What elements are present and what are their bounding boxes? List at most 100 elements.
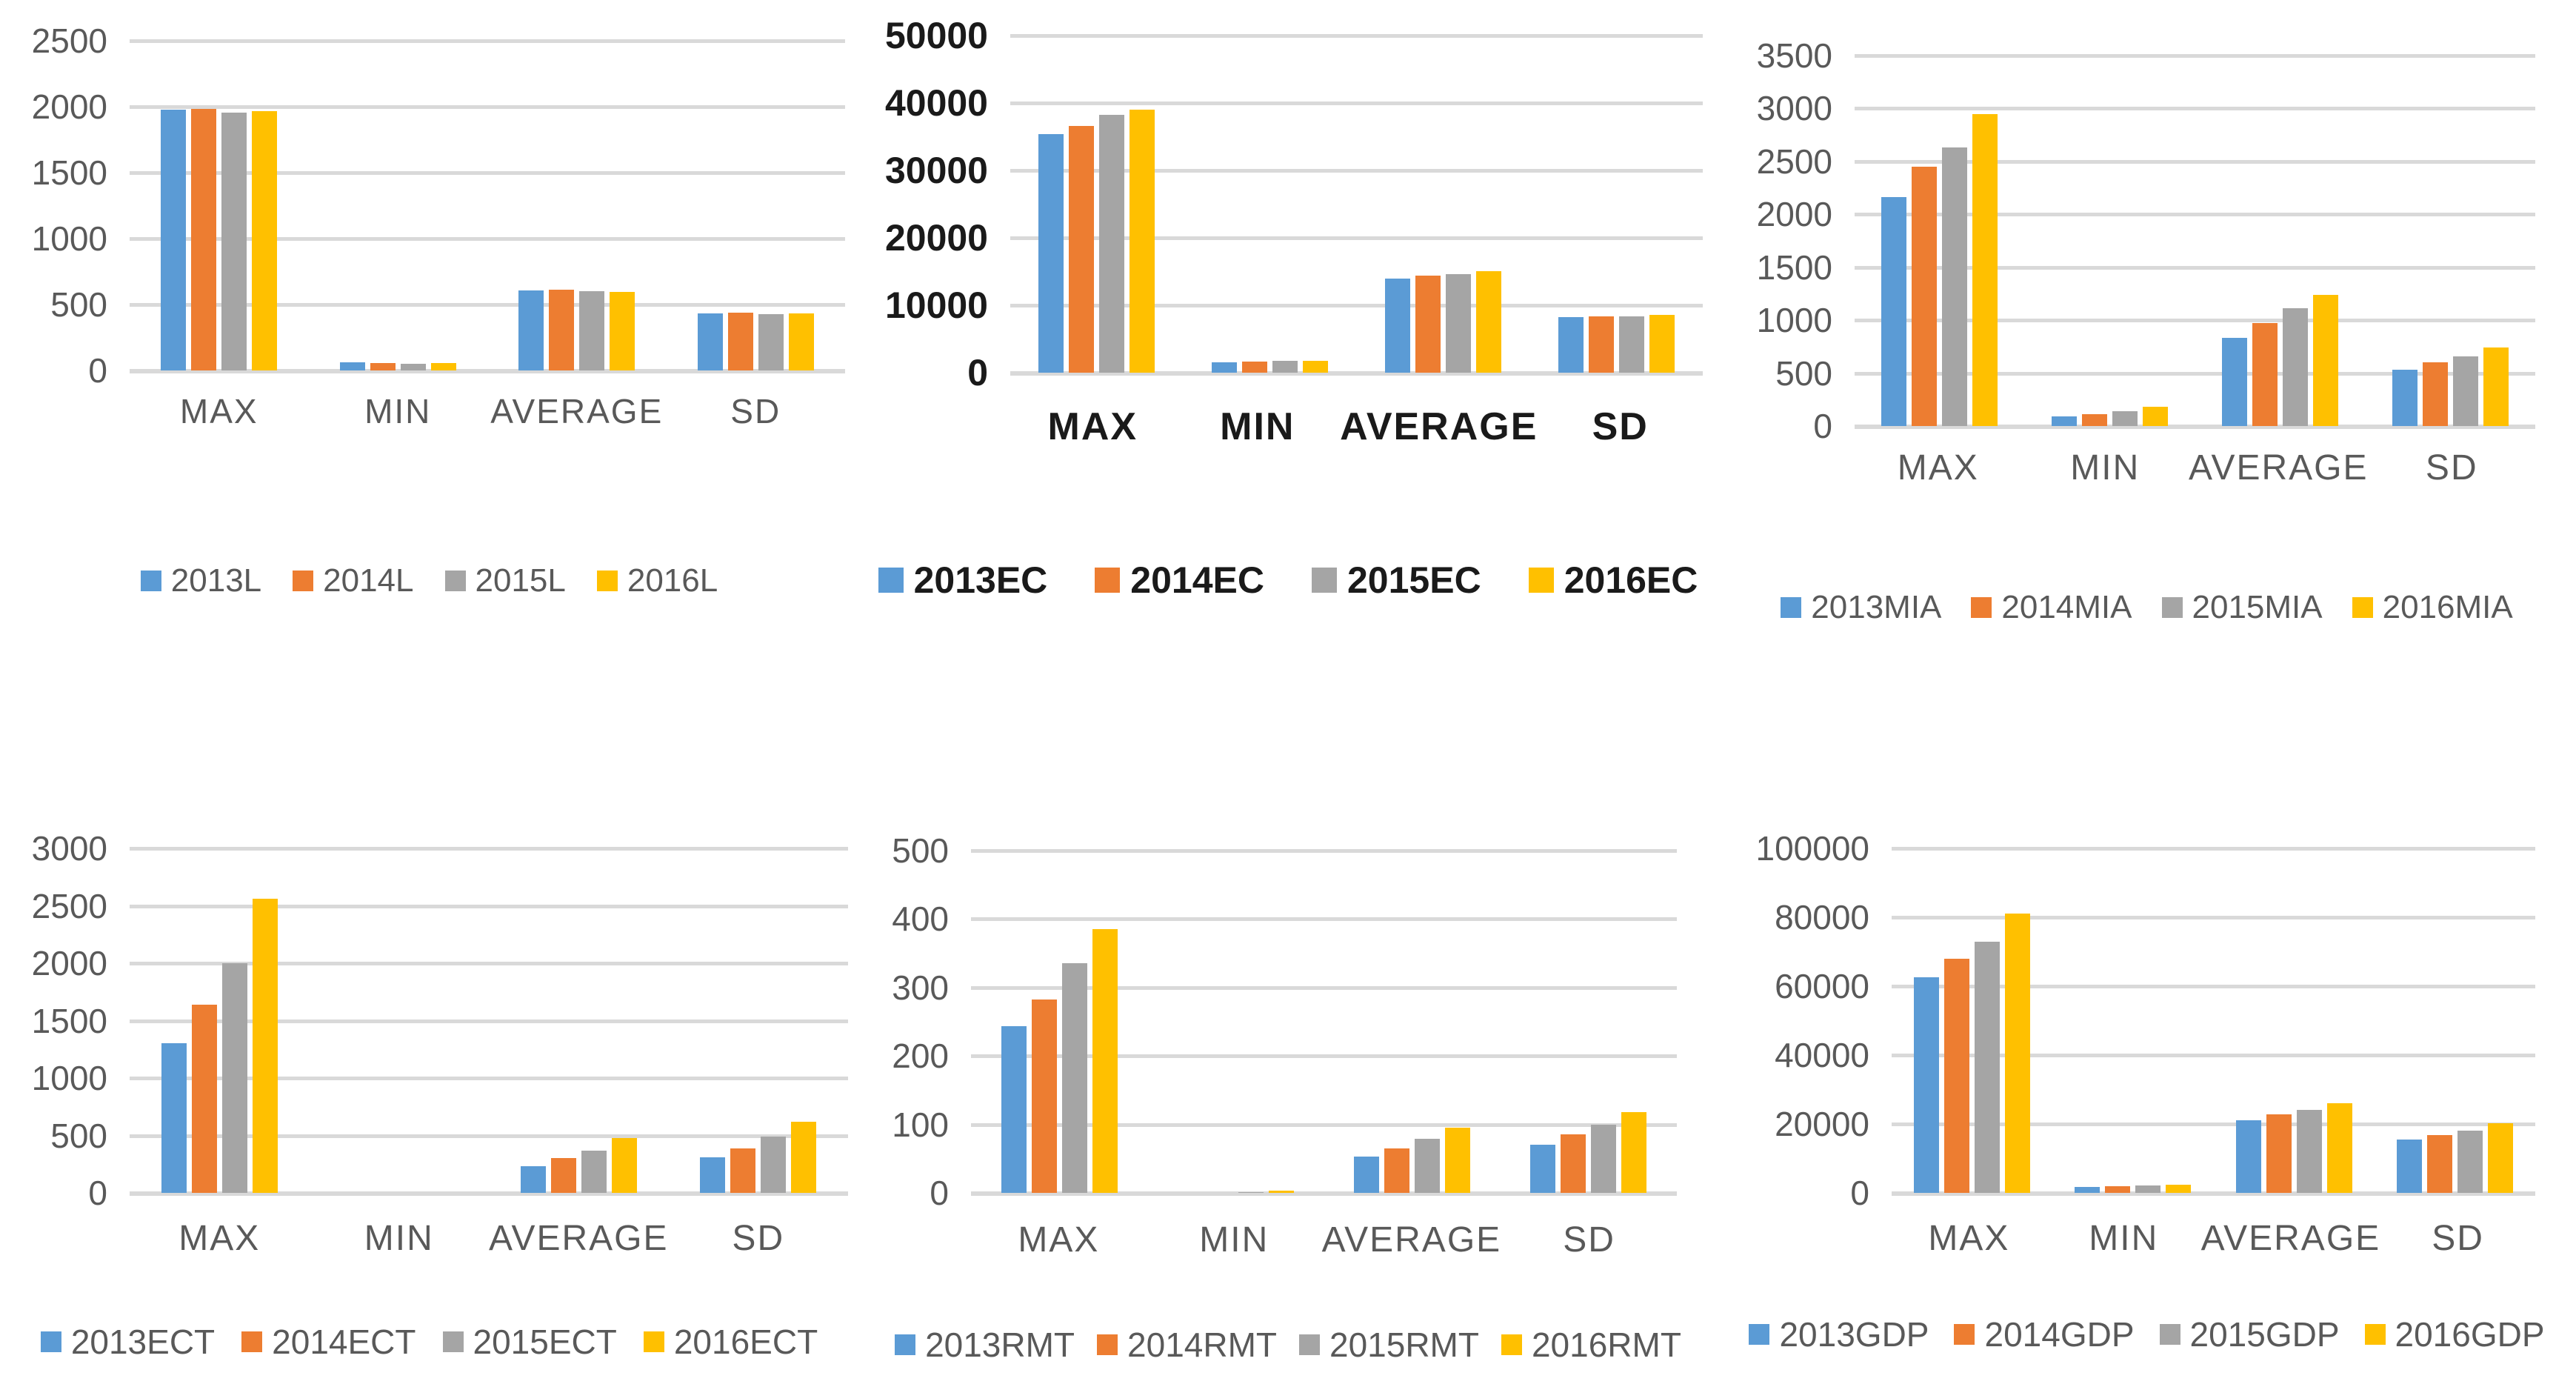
gridline — [130, 105, 845, 109]
x-axis-category-labels: MAX MIN AVERAGE SD — [1010, 408, 1703, 455]
legend-label: 2013EC — [913, 559, 1048, 601]
gridline — [1892, 847, 2535, 851]
legend-swatch-yellow-icon — [1528, 568, 1554, 593]
bar-group-sd — [667, 41, 846, 370]
bar-2014RMT-sd — [1561, 1134, 1586, 1193]
legend: 2013GDP 2014GDP 2015GDP 2016GDP — [1718, 1317, 2576, 1351]
category-label-average: AVERAGE — [1321, 1220, 1502, 1260]
y-axis-tick-label: 3000 — [1756, 89, 1832, 128]
bar-2014L-sd — [727, 313, 753, 370]
legend-item-2015GDP: 2015GDP — [2159, 1315, 2340, 1354]
category-label-max: MAX — [178, 1219, 261, 1258]
gridline — [1010, 304, 1703, 307]
y-axis-tick-label: 2500 — [31, 886, 107, 925]
bar-group-max — [1892, 848, 2052, 1193]
legend-label: 2014MIA — [2001, 589, 2132, 625]
bar-2015GDP-average — [2296, 1110, 2322, 1193]
category-label-min: MIN — [364, 392, 432, 430]
bar-2016MIA-sd — [2483, 347, 2509, 426]
legend-label: 2015GDP — [2189, 1315, 2340, 1354]
bar-group-min — [309, 41, 488, 370]
bar-2015MIA-max — [1942, 147, 1968, 426]
gridline — [1010, 34, 1703, 38]
bar-group-sd — [2365, 56, 2535, 426]
legend-item-2015MIA: 2015MIA — [2161, 589, 2323, 625]
bar-2013ECT-sd — [700, 1157, 726, 1193]
bar-group-max — [130, 41, 309, 370]
bar-2015GDP-sd — [2457, 1131, 2483, 1193]
gridline — [130, 962, 848, 965]
gridline — [1010, 236, 1703, 240]
gridline — [1855, 371, 2535, 376]
x-axis-category-labels: MAX MIN AVERAGE SD — [971, 1223, 1677, 1268]
bar-2015MIA-average — [2282, 308, 2308, 426]
legend-item-2013MIA: 2013MIA — [1781, 591, 1941, 624]
legend-swatch-yellow-icon — [643, 1331, 664, 1352]
bar-2014MIA-average — [2252, 323, 2278, 426]
bar-group-max — [130, 848, 310, 1193]
gridline — [971, 1122, 1677, 1127]
legend-swatch-yellow-icon — [2352, 597, 2373, 618]
gridline — [130, 303, 845, 307]
y-axis-tick-label: 2500 — [31, 21, 107, 60]
legend-label: 2014ECT — [272, 1323, 416, 1361]
gridline — [1010, 102, 1703, 105]
y-axis-tick-label: 3000 — [31, 829, 107, 868]
legend-swatch-blue-icon — [895, 1334, 916, 1355]
y-axis-tick-label: 2000 — [31, 944, 107, 982]
bar-2016MIA-min — [2143, 407, 2169, 426]
bar-groups — [1010, 36, 1703, 373]
bar-groups — [130, 41, 845, 370]
gridline — [1855, 319, 2535, 323]
bar-2014EC-min — [1242, 362, 1268, 373]
legend-label: 2016MIA — [2382, 589, 2513, 625]
y-axis-tick-label: 1000 — [1756, 301, 1832, 340]
legend-label: 2015MIA — [2192, 589, 2323, 625]
legend-swatch-orange-icon — [1095, 568, 1121, 593]
bar-group-min — [310, 848, 490, 1193]
category-label-average: AVERAGE — [489, 1219, 669, 1258]
y-axis-tick-label: 2000 — [1756, 195, 1832, 234]
y-axis-tick-label: 40000 — [1775, 1036, 1869, 1074]
bar-2016ECT-max — [252, 899, 278, 1193]
x-axis-line — [1855, 425, 2535, 429]
bar-2014MIA-sd — [2422, 362, 2448, 426]
legend-item-2013L: 2013L — [140, 562, 262, 599]
bar-2015EC-min — [1272, 361, 1298, 373]
y-axis-tick-label: 1500 — [1756, 247, 1832, 287]
x-axis-category-labels: MAX MIN AVERAGE SD — [1855, 450, 2535, 496]
bar-2016ECT-average — [611, 1138, 637, 1193]
legend-swatch-blue-icon — [878, 568, 904, 593]
legend-label: 2013L — [170, 562, 262, 599]
bar-2016ECT-sd — [791, 1122, 817, 1193]
legend-label: 2015RMT — [1329, 1326, 1479, 1364]
y-axis-tick-label: 3500 — [1756, 36, 1832, 75]
chart-EC: 50000 40000 30000 20000 10000 0 MAX MIN AVERAGE S… — [858, 0, 1718, 694]
bar-2014GDP-sd — [2426, 1135, 2452, 1193]
bar-group-average — [1357, 36, 1530, 373]
bar-2014L-average — [549, 290, 575, 370]
bar-2014RMT-average — [1384, 1148, 1410, 1193]
category-label-max: MAX — [179, 392, 258, 430]
bar-2016L-average — [610, 292, 635, 370]
legend: 2013ECT 2014ECT 2015ECT 2016ECT — [0, 1325, 858, 1359]
category-label-min: MIN — [2089, 1219, 2159, 1258]
category-label-sd: SD — [1592, 405, 1649, 448]
y-axis-tick-label: 500 — [50, 1116, 107, 1155]
gridline — [130, 904, 848, 908]
bar-2014ECT-max — [191, 1005, 217, 1193]
x-axis-line — [130, 369, 845, 373]
legend-swatch-gray-icon — [442, 1331, 464, 1352]
legend-label: 2016GDP — [2395, 1315, 2545, 1354]
legend-item-2015L: 2015L — [444, 565, 566, 597]
bar-group-sd — [669, 848, 849, 1193]
plot-area — [130, 847, 849, 1196]
bar-2014GDP-average — [2266, 1114, 2292, 1193]
category-label-average: AVERAGE — [2200, 1219, 2381, 1258]
gridline — [130, 237, 845, 241]
gridline — [1855, 107, 2535, 111]
y-axis-tick-label: 20000 — [1775, 1105, 1869, 1143]
chart-GDP: 100000 80000 60000 40000 20000 0 MAX MIN AVERAGE… — [1718, 694, 2576, 1387]
bar-2016L-max — [252, 111, 278, 370]
bar-2013EC-max — [1038, 134, 1064, 373]
